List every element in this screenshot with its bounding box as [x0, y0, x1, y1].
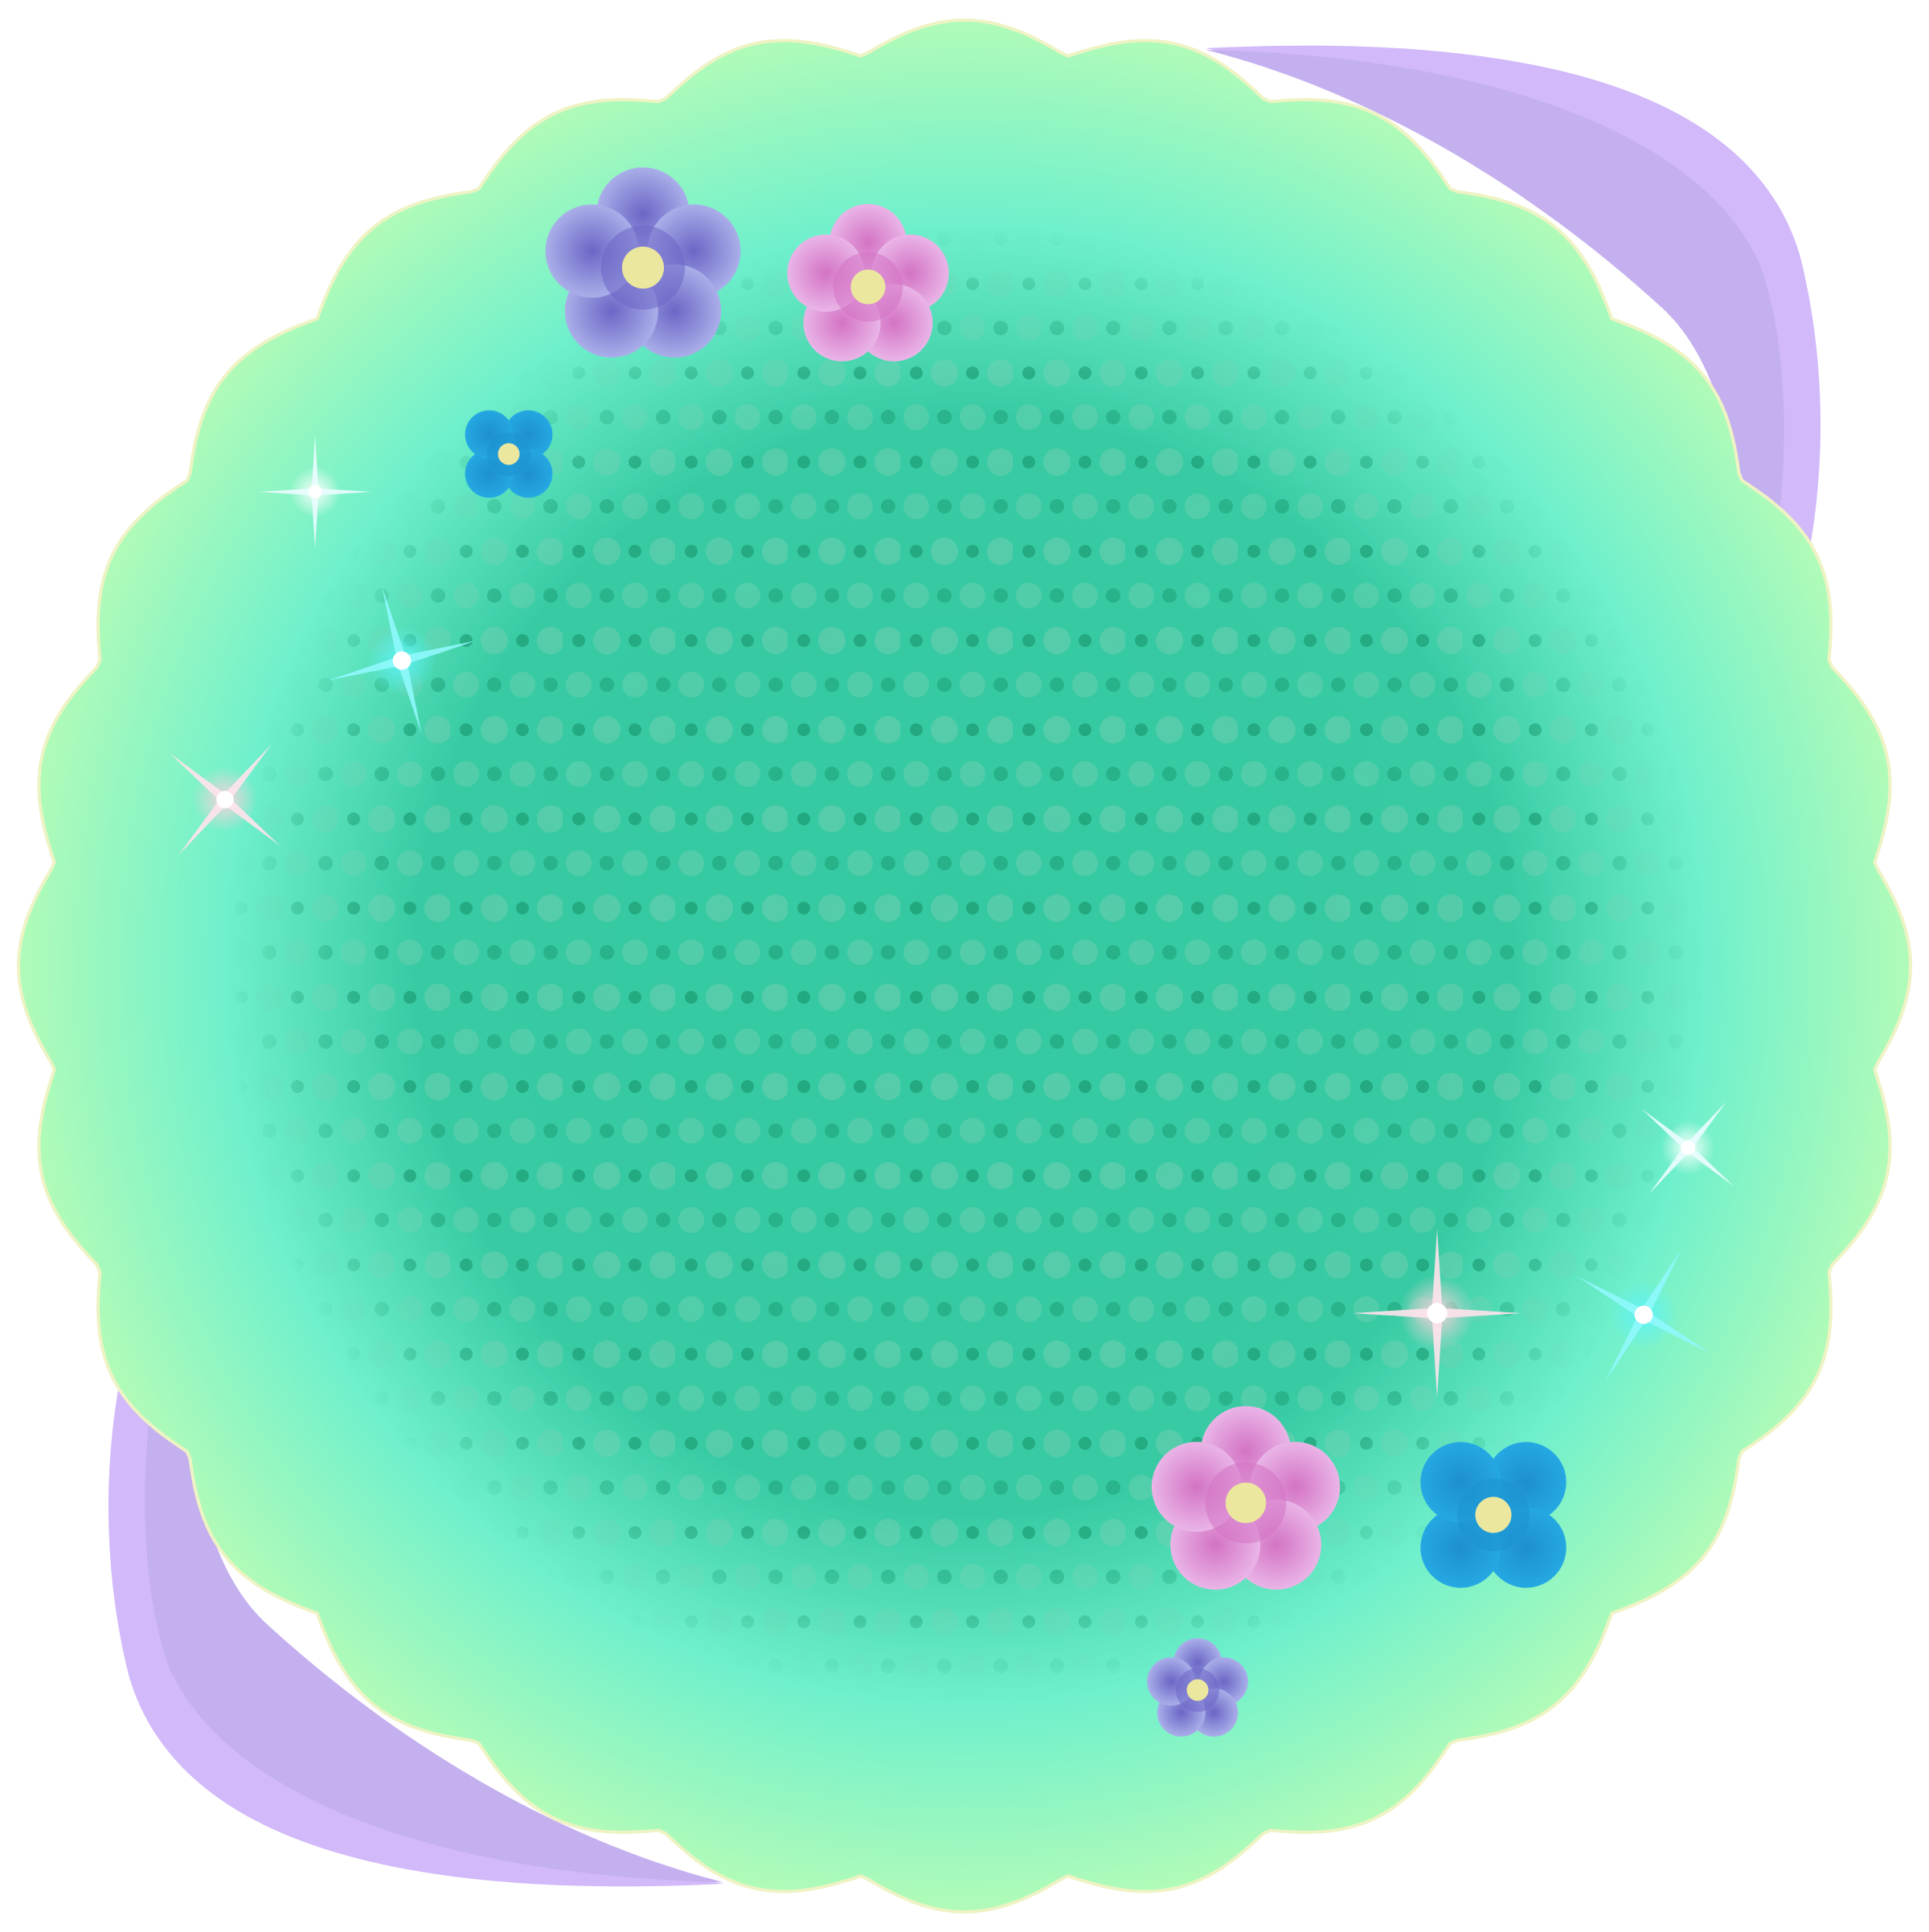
lavender-flower	[1147, 1638, 1248, 1737]
sparkles-group	[170, 436, 1734, 1398]
pink-flower	[1151, 1406, 1341, 1590]
pink-flower	[787, 203, 949, 362]
sparkle-white	[259, 436, 371, 548]
sparkle-white	[1641, 1101, 1734, 1194]
sparkle-cyan	[1577, 1248, 1710, 1381]
sparkle-pink	[1353, 1229, 1521, 1398]
sparkle-cyan	[328, 587, 476, 735]
blue-flower	[465, 410, 553, 498]
lavender-flower	[545, 167, 741, 358]
blue-flower	[1420, 1442, 1567, 1588]
sparkle-pink	[170, 744, 281, 855]
flowers-group	[465, 167, 1567, 1737]
